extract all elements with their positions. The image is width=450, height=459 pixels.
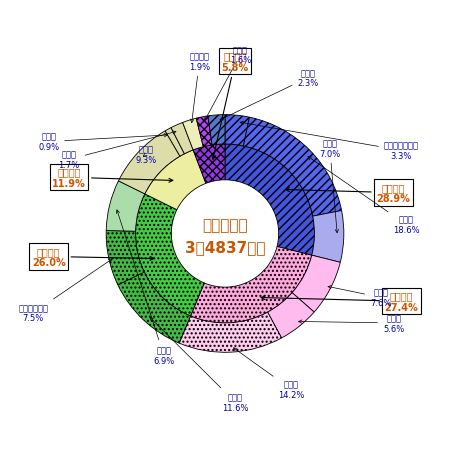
Wedge shape xyxy=(225,115,249,146)
Text: 小美玉市
1.9%: 小美玉市 1.9% xyxy=(189,52,210,123)
Wedge shape xyxy=(196,117,212,147)
Text: 3兆4837億円: 3兆4837億円 xyxy=(185,239,265,254)
Wedge shape xyxy=(179,313,282,353)
Wedge shape xyxy=(225,145,315,256)
Text: 筑西市
7.6%: 筑西市 7.6% xyxy=(328,286,392,308)
Text: ひたちなか市
7.5%: ひたちなか市 7.5% xyxy=(18,259,112,323)
Wedge shape xyxy=(106,231,144,285)
Text: 土浦市
7.0%: 土浦市 7.0% xyxy=(319,139,340,233)
Text: その他
18.6%: その他 18.6% xyxy=(308,157,420,235)
Text: かすみがうら市
3.3%: かすみがうら市 3.3% xyxy=(240,122,419,161)
Wedge shape xyxy=(106,181,145,232)
Text: 古河市
5.6%: 古河市 5.6% xyxy=(299,313,404,333)
Text: 県央地域
5.8%: 県央地域 5.8% xyxy=(212,51,249,160)
Wedge shape xyxy=(190,247,312,323)
Text: 日立市
11.6%: 日立市 11.6% xyxy=(150,318,248,412)
Text: 鹿嶋市
0.9%: 鹿嶋市 0.9% xyxy=(38,133,167,152)
Wedge shape xyxy=(193,145,225,184)
Wedge shape xyxy=(145,151,206,210)
Text: 県北地域
26.0%: 県北地域 26.0% xyxy=(32,246,154,268)
Wedge shape xyxy=(183,119,203,151)
Wedge shape xyxy=(135,195,204,316)
Wedge shape xyxy=(118,132,180,195)
Wedge shape xyxy=(292,256,340,313)
Wedge shape xyxy=(171,123,193,154)
Text: その他
6.9%: その他 6.9% xyxy=(117,211,174,365)
Wedge shape xyxy=(165,129,184,157)
Text: 笠間市
1.6%: 笠間市 1.6% xyxy=(205,46,251,121)
Text: 鹿行地域
11.9%: 鹿行地域 11.9% xyxy=(52,167,173,189)
Text: その他
1.7%: その他 1.7% xyxy=(58,132,176,170)
Wedge shape xyxy=(268,293,314,338)
Text: 県南地域
28.9%: 県南地域 28.9% xyxy=(285,182,410,204)
Wedge shape xyxy=(208,115,225,146)
Wedge shape xyxy=(243,118,342,217)
Text: その他
2.3%: その他 2.3% xyxy=(220,69,319,121)
Text: 県西地域
27.4%: 県西地域 27.4% xyxy=(261,291,418,312)
Wedge shape xyxy=(312,211,344,263)
Wedge shape xyxy=(118,273,190,343)
Text: 付加価値額: 付加価値額 xyxy=(202,218,248,233)
Text: 神栖市
9.3%: 神栖市 9.3% xyxy=(135,145,157,165)
Text: その他
14.2%: その他 14.2% xyxy=(234,348,305,399)
